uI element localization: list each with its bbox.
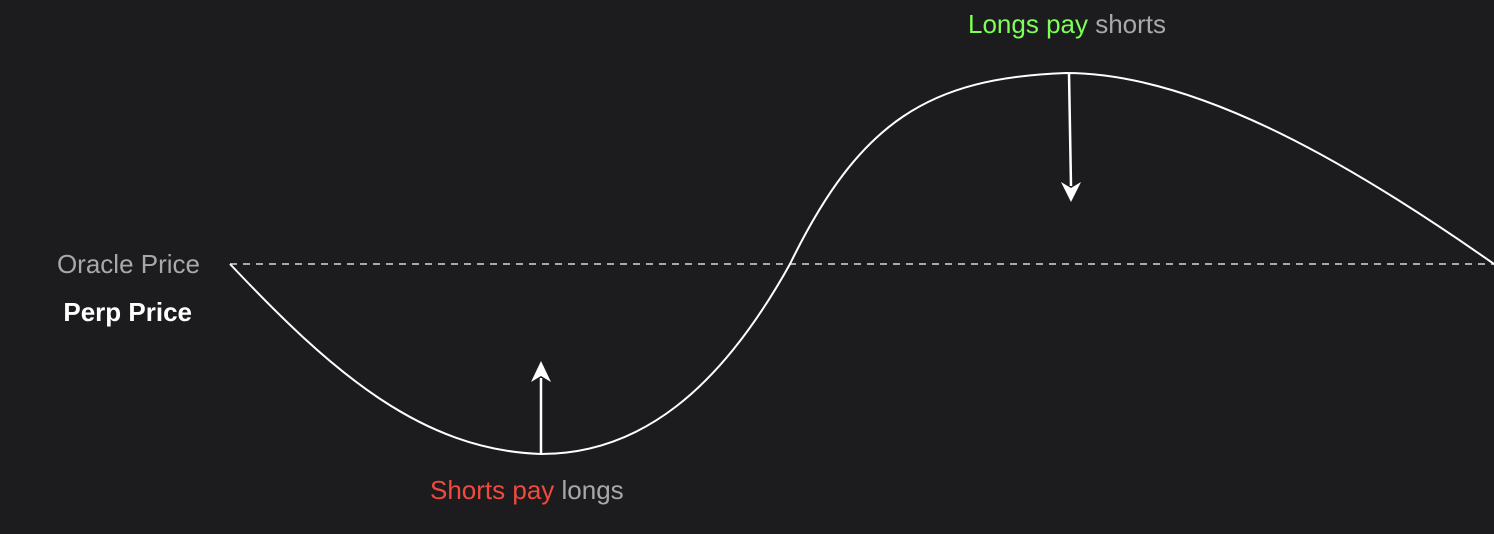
up-arrowhead — [531, 361, 551, 382]
longs-pay-shorts-annotation: Longs pay shorts — [968, 9, 1166, 39]
shorts-pay-longs-annotation: Shorts pay longs — [430, 475, 624, 505]
oracle-price-label: Oracle Price — [56, 249, 200, 279]
up-arrow — [531, 361, 551, 454]
perp-price-curve — [229, 71, 1494, 456]
down-arrowhead — [1061, 182, 1081, 202]
perp-price-label: Perp Price — [63, 297, 192, 327]
longs-pay-highlight: Longs pay — [968, 9, 1088, 39]
shorts-pay-highlight: Shorts pay — [430, 475, 555, 505]
longs-pay-rest: shorts — [1087, 9, 1167, 39]
down-arrow — [1061, 72, 1081, 202]
shorts-pay-rest: longs — [554, 475, 624, 505]
